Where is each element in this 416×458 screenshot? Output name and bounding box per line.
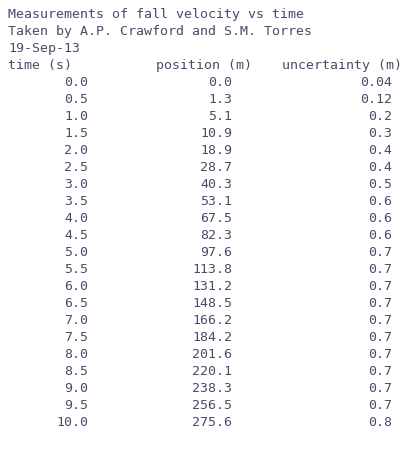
Text: 9.5: 9.5 [64, 399, 88, 412]
Text: 97.6: 97.6 [200, 246, 232, 259]
Text: 0.7: 0.7 [368, 246, 392, 259]
Text: 0.4: 0.4 [368, 161, 392, 174]
Text: 0.7: 0.7 [368, 263, 392, 276]
Text: 0.7: 0.7 [368, 365, 392, 378]
Text: 0.7: 0.7 [368, 280, 392, 293]
Text: time (s): time (s) [8, 59, 72, 72]
Text: 8.0: 8.0 [64, 348, 88, 361]
Text: 53.1: 53.1 [200, 195, 232, 208]
Text: 0.6: 0.6 [368, 229, 392, 242]
Text: 6.0: 6.0 [64, 280, 88, 293]
Text: 1.3: 1.3 [208, 93, 232, 106]
Text: 18.9: 18.9 [200, 144, 232, 157]
Text: 1.0: 1.0 [64, 110, 88, 123]
Text: position (m): position (m) [156, 59, 252, 72]
Text: 2.0: 2.0 [64, 144, 88, 157]
Text: 0.7: 0.7 [368, 297, 392, 310]
Text: 0.7: 0.7 [368, 399, 392, 412]
Text: 0.8: 0.8 [368, 416, 392, 429]
Text: 0.6: 0.6 [368, 195, 392, 208]
Text: 256.5: 256.5 [192, 399, 232, 412]
Text: 3.0: 3.0 [64, 178, 88, 191]
Text: 82.3: 82.3 [200, 229, 232, 242]
Text: 8.5: 8.5 [64, 365, 88, 378]
Text: 40.3: 40.3 [200, 178, 232, 191]
Text: 0.7: 0.7 [368, 331, 392, 344]
Text: 5.0: 5.0 [64, 246, 88, 259]
Text: 3.5: 3.5 [64, 195, 88, 208]
Text: 5.5: 5.5 [64, 263, 88, 276]
Text: 0.0: 0.0 [208, 76, 232, 89]
Text: 0.7: 0.7 [368, 314, 392, 327]
Text: 6.5: 6.5 [64, 297, 88, 310]
Text: 7.0: 7.0 [64, 314, 88, 327]
Text: 220.1: 220.1 [192, 365, 232, 378]
Text: 0.2: 0.2 [368, 110, 392, 123]
Text: 148.5: 148.5 [192, 297, 232, 310]
Text: 0.5: 0.5 [64, 93, 88, 106]
Text: 0.04: 0.04 [360, 76, 392, 89]
Text: 0.5: 0.5 [368, 178, 392, 191]
Text: 7.5: 7.5 [64, 331, 88, 344]
Text: Taken by A.P. Crawford and S.M. Torres: Taken by A.P. Crawford and S.M. Torres [8, 25, 312, 38]
Text: 10.0: 10.0 [56, 416, 88, 429]
Text: 4.5: 4.5 [64, 229, 88, 242]
Text: 238.3: 238.3 [192, 382, 232, 395]
Text: 19-Sep-13: 19-Sep-13 [8, 42, 80, 55]
Text: 0.4: 0.4 [368, 144, 392, 157]
Text: 113.8: 113.8 [192, 263, 232, 276]
Text: uncertainty (m): uncertainty (m) [282, 59, 402, 72]
Text: 0.12: 0.12 [360, 93, 392, 106]
Text: 1.5: 1.5 [64, 127, 88, 140]
Text: 0.0: 0.0 [64, 76, 88, 89]
Text: 166.2: 166.2 [192, 314, 232, 327]
Text: 0.7: 0.7 [368, 382, 392, 395]
Text: 131.2: 131.2 [192, 280, 232, 293]
Text: 2.5: 2.5 [64, 161, 88, 174]
Text: 10.9: 10.9 [200, 127, 232, 140]
Text: Measurements of fall velocity vs time: Measurements of fall velocity vs time [8, 8, 304, 21]
Text: 201.6: 201.6 [192, 348, 232, 361]
Text: 4.0: 4.0 [64, 212, 88, 225]
Text: 0.3: 0.3 [368, 127, 392, 140]
Text: 275.6: 275.6 [192, 416, 232, 429]
Text: 0.6: 0.6 [368, 212, 392, 225]
Text: 67.5: 67.5 [200, 212, 232, 225]
Text: 184.2: 184.2 [192, 331, 232, 344]
Text: 5.1: 5.1 [208, 110, 232, 123]
Text: 0.7: 0.7 [368, 348, 392, 361]
Text: 9.0: 9.0 [64, 382, 88, 395]
Text: 28.7: 28.7 [200, 161, 232, 174]
